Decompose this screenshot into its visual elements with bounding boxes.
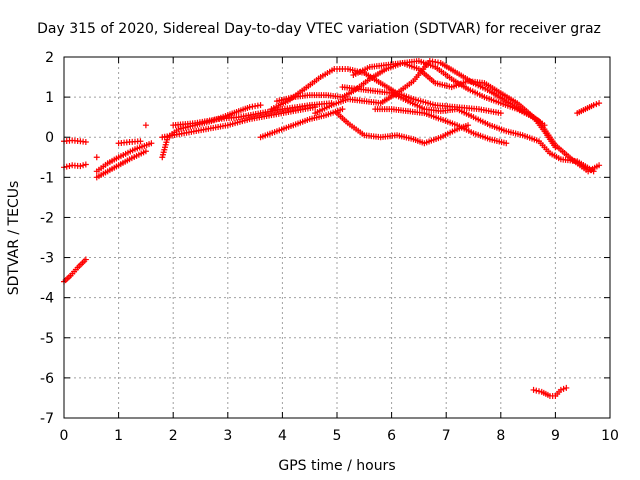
x-tick-label: 3 xyxy=(223,428,232,444)
data-point xyxy=(66,162,73,169)
data-point xyxy=(82,256,89,263)
data-point xyxy=(142,148,149,155)
data-point xyxy=(82,161,89,168)
data-point xyxy=(465,122,472,129)
data-point xyxy=(257,102,264,109)
data-point xyxy=(557,386,564,393)
y-tick-label: -5 xyxy=(40,331,54,347)
data-point xyxy=(533,387,540,394)
data-point xyxy=(148,140,155,147)
y-tick-label: 2 xyxy=(45,50,54,66)
data-point xyxy=(82,139,89,146)
data-point xyxy=(596,162,603,169)
data-point xyxy=(93,154,100,161)
y-tick-label: -1 xyxy=(40,170,54,186)
axis-ticks xyxy=(63,56,611,419)
x-tick-label: 0 xyxy=(60,428,69,444)
x-tick-label: 7 xyxy=(442,428,451,444)
x-tick-label: 6 xyxy=(387,428,396,444)
x-tick-label: 4 xyxy=(278,428,287,444)
data-point xyxy=(593,101,600,108)
x-tick-label: 2 xyxy=(169,428,178,444)
x-tick-label: 8 xyxy=(496,428,505,444)
data-point xyxy=(590,168,597,175)
x-tick-label: 1 xyxy=(114,428,123,444)
data-point xyxy=(80,162,87,169)
data-point xyxy=(563,384,570,391)
y-tick-label: -4 xyxy=(40,291,54,307)
data-point xyxy=(596,100,603,107)
data-point xyxy=(142,122,149,129)
data-point xyxy=(503,140,510,147)
data-point xyxy=(77,163,84,170)
data-point xyxy=(541,122,548,129)
y-axis-label: SDTVAR / TECUs xyxy=(6,181,22,296)
data-point xyxy=(590,102,597,109)
x-tick-label: 10 xyxy=(601,428,619,444)
data-point xyxy=(137,138,144,145)
x-tick-label: 9 xyxy=(551,428,560,444)
y-tick-labels: -7 -6 -5 -4 -3 -2 -1 0 1 2 xyxy=(40,50,54,427)
data-point xyxy=(530,386,537,393)
data-point xyxy=(339,106,346,113)
x-tick-labels: 0 1 2 3 4 5 6 7 8 9 10 xyxy=(60,428,619,444)
data-point xyxy=(536,388,543,395)
y-tick-label: -7 xyxy=(40,411,54,427)
y-tick-label: -2 xyxy=(40,210,54,226)
data-points xyxy=(61,58,603,399)
y-tick-label: -3 xyxy=(40,251,54,267)
y-tick-label: 1 xyxy=(45,90,54,106)
chart-title: Day 315 of 2020, Sidereal Day-to-day VTE… xyxy=(37,21,601,37)
x-axis-label: GPS time / hours xyxy=(278,458,395,474)
grid xyxy=(64,57,610,418)
data-point xyxy=(63,163,70,170)
y-tick-label: 0 xyxy=(45,130,54,146)
y-tick-label: -6 xyxy=(40,371,54,387)
data-point xyxy=(560,385,567,392)
data-point xyxy=(497,110,504,117)
x-tick-label: 5 xyxy=(333,428,342,444)
